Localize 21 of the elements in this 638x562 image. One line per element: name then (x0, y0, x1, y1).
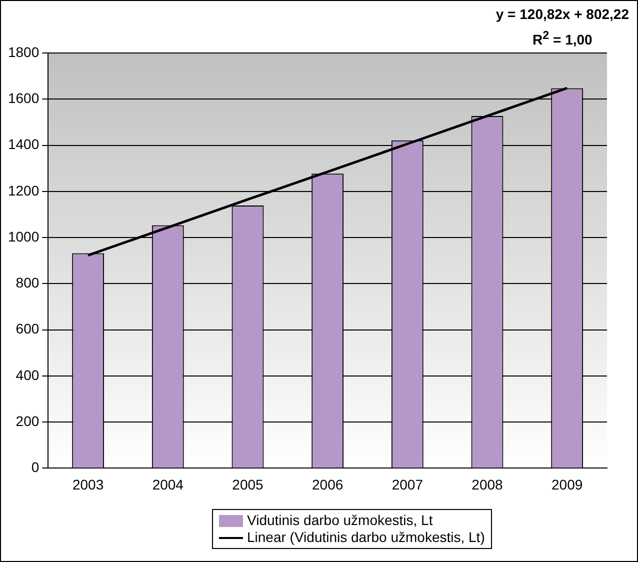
text: R$^{2}$ = 1,00 (532, 28, 594, 50)
y-tick-label: 0 (31, 459, 40, 476)
x-tick-label: 2004 (152, 476, 184, 492)
text: y = 120,82x + 802,22 (496, 5, 629, 24)
x-tick-label: 2007 (392, 476, 424, 492)
legend-label: Vidutinis darbo užmokestis, Lt (247, 512, 433, 529)
y-tick-label: 1400 (8, 136, 40, 152)
x-tick-label: 2008 (472, 476, 504, 492)
x-tick-label: 2005 (232, 476, 264, 492)
y-tick-label: 400 (16, 366, 40, 383)
x-tick-label: 2006 (312, 476, 344, 492)
y-tick-label: 200 (16, 412, 40, 429)
y-tick-label: 800 (16, 274, 40, 291)
y-tick-label: 600 (16, 320, 40, 337)
x-tick-label: 2009 (552, 476, 583, 492)
y-tick-label: 1000 (8, 228, 40, 244)
legend-label: Linear (Vidutinis darbo užmokestis, Lt) (247, 529, 485, 546)
x-tick-label: 2003 (72, 476, 104, 492)
y-tick-label: 1800 (8, 44, 40, 60)
y-tick-label: 1600 (8, 90, 40, 106)
y-tick-label: 1200 (8, 182, 40, 198)
